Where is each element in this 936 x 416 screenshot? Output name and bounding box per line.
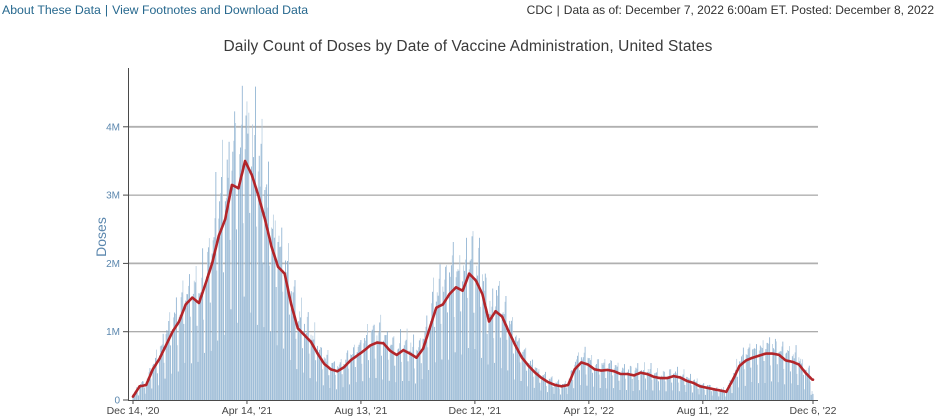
y-tick-label: 1M (106, 327, 120, 338)
y-axis-title: Doses (93, 217, 109, 257)
doses-bar-chart[interactable]: 0 1M 2M 3M 4M Dec 14, '20 Apr 14, '21 Aug 13, '… (0, 64, 936, 416)
data-as-of-text: Data as of: December 7, 2022 6:00am ET. … (563, 3, 934, 17)
header-meta: CDC | Data as of: December 7, 2022 6:00am … (527, 3, 934, 17)
x-tick-label: Apr 14, '21 (222, 405, 273, 416)
seven-day-average-line (131, 159, 815, 398)
x-tick-label: Dec 14, '20 (107, 405, 160, 416)
x-tick-label: Aug 13, '21 (335, 405, 388, 416)
links-separator: | (104, 3, 109, 17)
x-tick-label: Dec 12, '21 (448, 405, 501, 416)
daily-dose-bars[interactable] (132, 85, 814, 401)
view-footnotes-download-link[interactable]: View Footnotes and Download Data (112, 3, 309, 17)
meta-separator: | (556, 3, 560, 17)
about-these-data-link[interactable]: About These Data (2, 3, 101, 17)
x-axis-ticks: Dec 14, '20 Apr 14, '21 Aug 13, '21 Dec 12,… (107, 400, 837, 416)
cdc-label: CDC (526, 3, 553, 17)
x-tick-label: Apr 12, '22 (564, 405, 615, 416)
y-tick-label: 0 (114, 396, 120, 407)
y-axis-ticks: 0 1M 2M 3M 4M (106, 122, 128, 407)
chart-title: Daily Count of Doses by Date of Vaccine … (223, 38, 713, 55)
x-tick-label: Aug 11, '22 (677, 405, 729, 416)
y-tick-label: 3M (106, 191, 120, 202)
header-links: About These Data | View Footnotes and Down… (2, 3, 308, 17)
x-tick-label: Dec 6, '22 (790, 405, 837, 416)
y-tick-label: 4M (106, 122, 120, 133)
y-tick-label: 2M (106, 259, 120, 270)
header: About These Data | View Footnotes and Down… (0, 3, 936, 17)
